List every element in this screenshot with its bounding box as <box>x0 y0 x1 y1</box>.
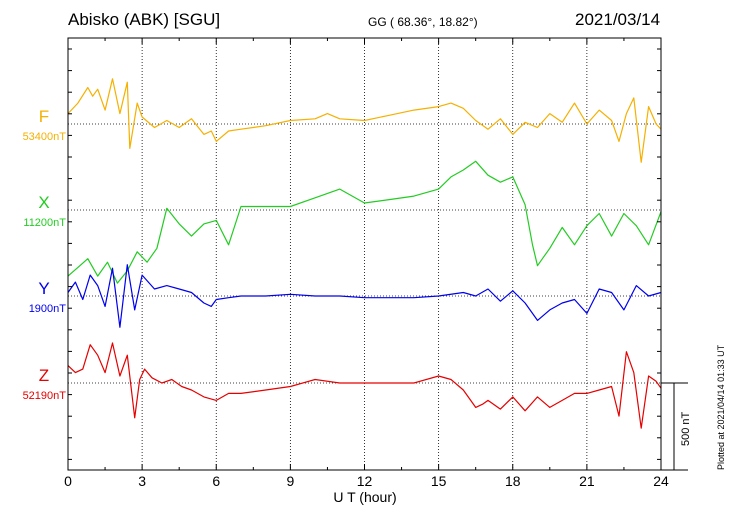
x-tick-label: 24 <box>653 473 669 489</box>
x-tick-label: 0 <box>64 473 72 489</box>
baseline-label-z: 52190nT <box>22 390 66 402</box>
x-tick-label: 3 <box>138 473 147 489</box>
x-tick-label: 6 <box>212 473 221 489</box>
x-tick-label: 12 <box>356 473 373 489</box>
component-label-z: Z <box>38 366 50 385</box>
trace-y <box>67 264 662 328</box>
component-label-x: X <box>38 193 50 212</box>
scale-bar <box>661 382 688 471</box>
station-title: Abisko (ABK) [SGU] <box>68 10 221 29</box>
baseline-label-y: 1900nT <box>28 303 66 315</box>
scale-label: 500 nT <box>680 411 692 446</box>
grid-lines <box>68 38 661 470</box>
trace-x <box>67 160 662 284</box>
traces <box>67 78 662 429</box>
x-tick-label: 21 <box>579 473 595 489</box>
component-label-f: F <box>38 107 50 126</box>
x-ticks <box>67 38 662 470</box>
baseline-label-f: 53400nT <box>22 131 66 143</box>
trace-z <box>67 342 662 429</box>
date-label: 2021/03/14 <box>575 10 661 29</box>
x-tick-label: 18 <box>504 473 521 489</box>
geographic-coords: GG ( 68.36°, 18.82°) <box>368 15 478 29</box>
component-label-y: Y <box>38 279 50 298</box>
x-tick-label: 9 <box>286 473 295 489</box>
x-tick-label: 15 <box>430 473 447 489</box>
trace-f <box>67 78 662 163</box>
x-axis-title: U T (hour) <box>333 489 397 505</box>
baseline-label-x: 11200nT <box>23 217 66 229</box>
plotted-timestamp: Plotted at 2021/04/14 01:33 UT <box>716 344 726 470</box>
